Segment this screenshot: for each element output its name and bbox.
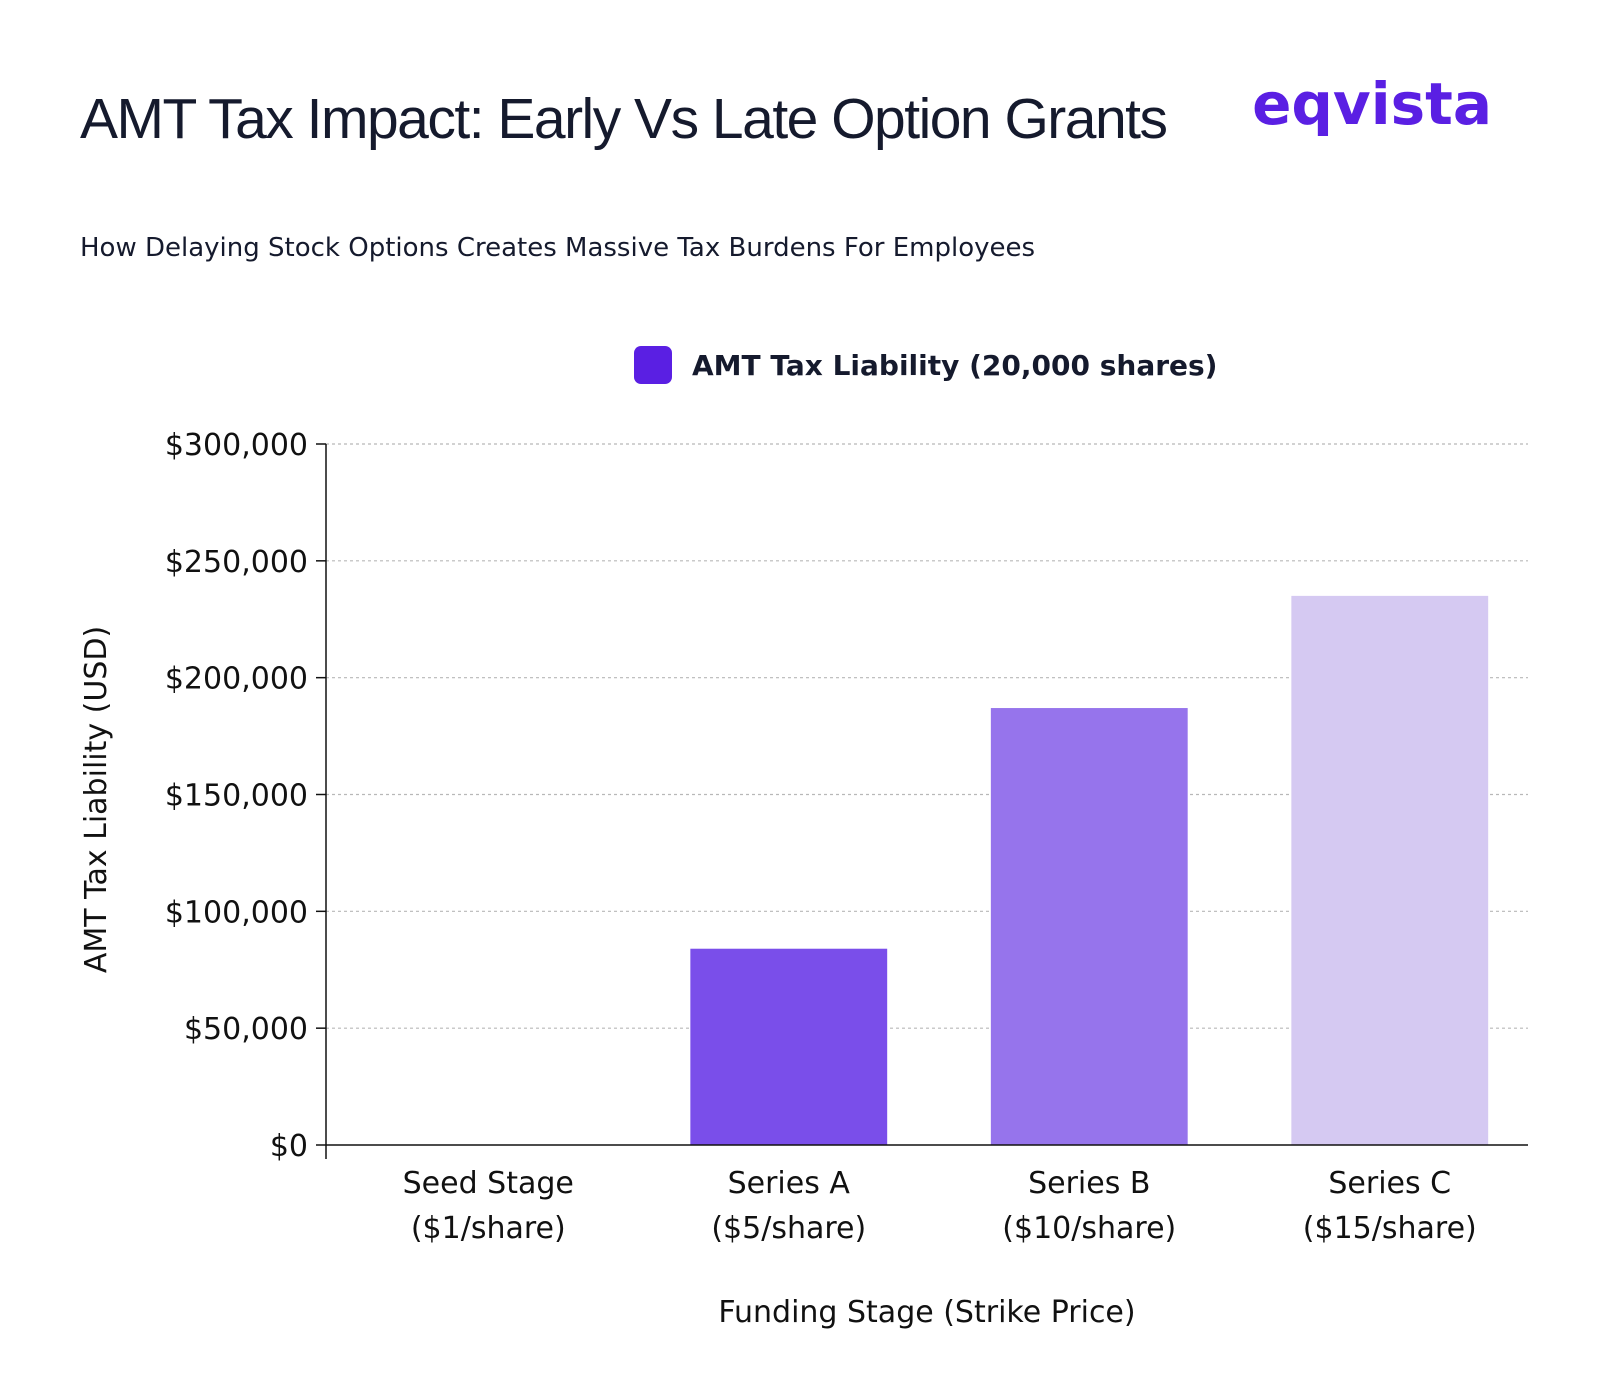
y-tick-label: $250,000: [165, 545, 308, 580]
y-tick-label: $50,000: [184, 1012, 308, 1047]
y-tick-label: $0: [270, 1129, 308, 1164]
x-tick-label: Series A ($5/share): [711, 1166, 866, 1246]
y-axis-title: AMT Tax Liability (USD): [79, 626, 114, 973]
chart-subtitle: How Delaying Stock Options Creates Massi…: [80, 233, 1036, 263]
logo-text: eqvista: [1252, 70, 1492, 138]
legend-swatch: [634, 346, 672, 384]
bar-3: [990, 708, 1188, 1145]
y-tick-label: $200,000: [165, 662, 308, 697]
y-tick-label: $300,000: [165, 428, 308, 463]
x-axis-title: Funding Stage (Strike Price): [718, 1295, 1135, 1330]
x-tick-label: Seed Stage ($1/share): [403, 1166, 574, 1246]
bar-2: [690, 948, 888, 1145]
x-tick-label: Series B ($10/share): [1002, 1166, 1176, 1246]
y-tick-label: $150,000: [165, 779, 308, 814]
bar-4: [1291, 595, 1489, 1145]
y-tick-label: $100,000: [165, 895, 308, 930]
x-tick-label: Series C ($15/share): [1303, 1166, 1477, 1246]
legend-label: AMT Tax Liability (20,000 shares): [692, 348, 1218, 382]
chart-legend: AMT Tax Liability (20,000 shares): [634, 346, 1217, 384]
chart-title: AMT Tax Impact: Early Vs Late Option Gra…: [80, 87, 1168, 151]
eqvista-logo: eqvista: [1252, 70, 1492, 138]
